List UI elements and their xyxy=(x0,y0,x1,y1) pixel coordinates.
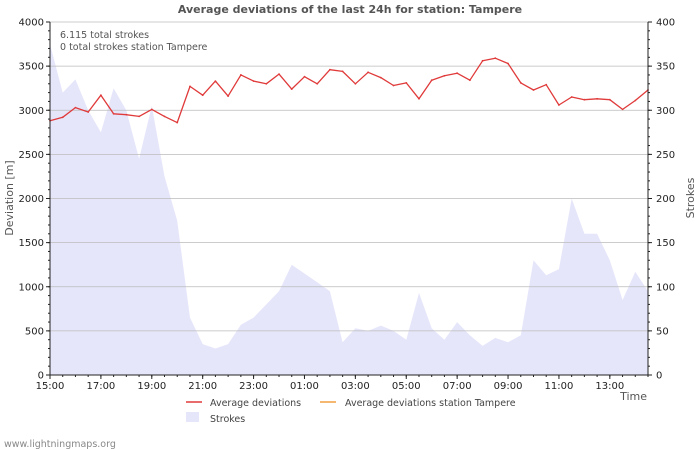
y-tick-right-label: 350 xyxy=(656,62,675,73)
credit-text: www.lightningmaps.org xyxy=(4,439,116,450)
series-point-average-deviations xyxy=(494,57,497,60)
info-station-strokes: 0 total strokes station Tampere xyxy=(60,42,208,53)
series-point-average-deviations xyxy=(61,116,64,119)
series-point-average-deviations xyxy=(341,70,344,73)
series-point-average-deviations xyxy=(481,59,484,62)
series-point-average-deviations xyxy=(290,88,293,90)
y-tick-left-label: 1500 xyxy=(19,238,44,249)
chart-title: Average deviations of the last 24h for s… xyxy=(178,3,522,16)
series-point-average-deviations xyxy=(418,97,420,100)
series-point-average-deviations xyxy=(189,85,191,88)
series-point-average-deviations xyxy=(392,84,395,87)
y-tick-right-label: 300 xyxy=(656,106,675,117)
info-total-strokes: 6.115 total strokes xyxy=(60,30,149,41)
y-tick-right-label: 150 xyxy=(656,238,675,249)
legend-swatch-strokes xyxy=(186,412,199,422)
x-tick-label: 21:00 xyxy=(188,381,217,392)
y-tick-left-label: 1000 xyxy=(19,282,44,293)
strokes-area-layer xyxy=(50,44,648,375)
series-point-average-deviations xyxy=(621,108,624,111)
series-lines-layer xyxy=(49,57,649,124)
series-point-average-deviations xyxy=(316,82,319,85)
series-point-average-deviations xyxy=(138,115,141,118)
y-tick-left-label: 3000 xyxy=(19,106,44,117)
y-tick-right-label: 0 xyxy=(656,371,662,382)
y-axis-right-title: Strokes xyxy=(684,177,697,218)
series-point-average-deviations xyxy=(545,83,548,86)
y-axis-left-title: Deviation [m] xyxy=(3,160,16,235)
series-point-average-deviations xyxy=(252,80,255,82)
legend-label-strokes: Strokes xyxy=(210,414,245,425)
y-tick-left-label: 2500 xyxy=(19,150,44,161)
y-tick-left-label: 0 xyxy=(38,371,44,382)
x-tick-label: 07:00 xyxy=(443,381,472,392)
series-point-average-deviations xyxy=(532,89,535,91)
series-point-average-deviations xyxy=(100,94,102,97)
series-point-average-deviations xyxy=(443,74,446,77)
series-point-average-deviations xyxy=(303,75,306,78)
x-tick-label: 13:00 xyxy=(595,381,624,392)
y-ticks-left: 0 500 1000 1500 2000 2500 3000 3500 4000 xyxy=(19,18,50,382)
y-ticks-right: 0 50 100 150 200 250 300 350 400 xyxy=(648,18,675,382)
y-tick-right-label: 50 xyxy=(656,326,669,337)
series-point-average-deviations xyxy=(405,82,408,84)
series-point-average-deviations xyxy=(570,96,573,98)
x-tick-label: 23:00 xyxy=(239,381,268,392)
series-point-average-deviations xyxy=(379,76,382,79)
series-point-average-deviations xyxy=(240,74,242,76)
series-point-average-deviations xyxy=(87,111,90,113)
series-point-average-deviations xyxy=(354,82,357,85)
x-ticks: 15:00 17:00 19:00 21:00 23:00 01:00 03:00 05:00… xyxy=(36,375,649,392)
series-point-average-deviations xyxy=(227,95,230,97)
series-point-average-deviations xyxy=(201,94,204,97)
series-point-average-deviations xyxy=(278,73,280,75)
series-point-average-deviations xyxy=(456,72,458,75)
x-tick-label: 05:00 xyxy=(392,381,421,392)
legend-label-average-deviations: Average deviations xyxy=(210,398,301,409)
series-point-average-deviations xyxy=(125,113,128,116)
series-point-average-deviations xyxy=(214,80,217,82)
y-tick-left-label: 4000 xyxy=(19,18,44,29)
y-tick-right-label: 100 xyxy=(656,282,675,293)
series-point-average-deviations xyxy=(596,97,598,100)
series-point-average-deviations xyxy=(558,104,560,106)
series-point-average-deviations xyxy=(163,115,166,118)
x-tick-label: 15:00 xyxy=(36,381,65,392)
legend: Average deviations Average deviations st… xyxy=(186,398,516,425)
series-point-average-deviations xyxy=(583,98,586,101)
series-point-average-deviations xyxy=(519,82,522,84)
x-tick-label: 01:00 xyxy=(290,381,319,392)
series-point-average-deviations xyxy=(265,82,268,85)
x-tick-label: 17:00 xyxy=(86,381,115,392)
series-point-average-deviations xyxy=(507,62,509,65)
x-tick-label: 09:00 xyxy=(494,381,523,392)
series-point-average-deviations xyxy=(367,71,369,74)
legend-label-average-deviations-station: Average deviations station Tampere xyxy=(345,398,516,409)
series-point-average-deviations xyxy=(112,112,115,115)
x-tick-label: 03:00 xyxy=(341,381,370,392)
series-point-average-deviations xyxy=(150,108,153,111)
x-axis-title: Time xyxy=(619,390,647,403)
y-tick-left-label: 2000 xyxy=(19,194,44,205)
series-point-average-deviations xyxy=(608,98,611,101)
series-line-average-deviations xyxy=(49,57,649,124)
series-point-average-deviations xyxy=(430,79,433,82)
series-point-average-deviations xyxy=(329,68,331,71)
series-point-average-deviations xyxy=(469,79,471,82)
y-tick-left-label: 500 xyxy=(25,326,44,337)
series-point-average-deviations xyxy=(634,99,637,102)
y-tick-right-label: 200 xyxy=(656,194,675,205)
y-tick-right-label: 250 xyxy=(656,150,675,161)
y-tick-right-label: 400 xyxy=(656,18,675,29)
x-tick-label: 11:00 xyxy=(545,381,574,392)
series-point-average-deviations xyxy=(176,121,179,124)
series-point-average-deviations xyxy=(74,106,77,109)
x-tick-label: 19:00 xyxy=(137,381,166,392)
y-tick-left-label: 3500 xyxy=(19,62,44,73)
strokes-area xyxy=(50,44,648,375)
